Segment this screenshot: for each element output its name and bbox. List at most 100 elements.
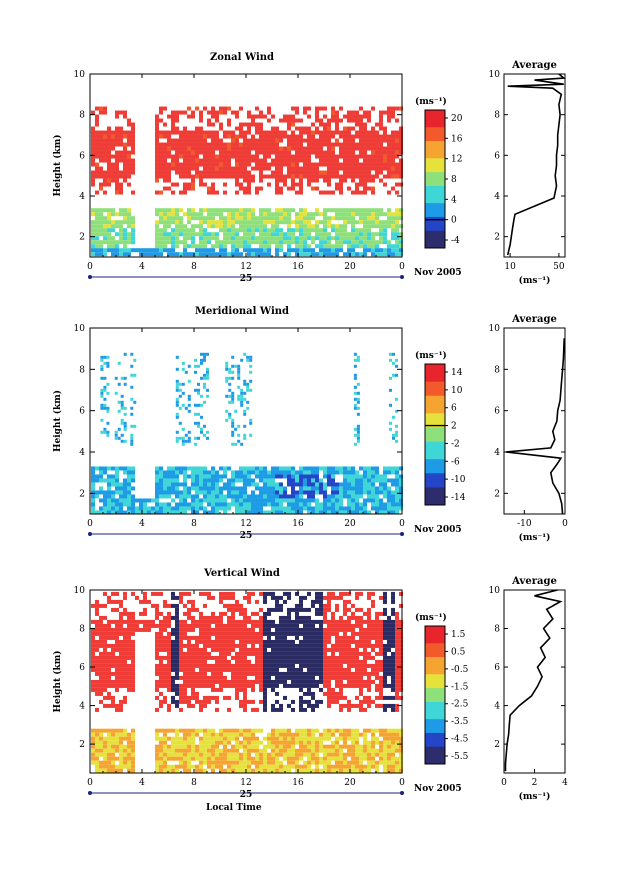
heatmap-cell (295, 248, 299, 252)
heatmap-cell (127, 143, 131, 147)
heatmap-cell (219, 216, 223, 220)
heatmap-cell (271, 668, 275, 672)
heatmap-cell (175, 131, 179, 135)
heatmap-cell (255, 224, 259, 228)
heatmap-cell (267, 640, 271, 644)
heatmap-cell (291, 486, 295, 490)
heatmap-cell (179, 757, 183, 761)
heatmap-cell (343, 208, 347, 212)
heatmap-cell (175, 155, 179, 159)
heatmap-cell (389, 353, 392, 356)
heatmap-cell (319, 592, 323, 596)
heatmap-cell (279, 616, 283, 620)
heatmap-cell (239, 506, 243, 510)
heatmap-cell (347, 143, 351, 147)
heatmap-cell (387, 147, 391, 151)
heatmap-cell (383, 248, 387, 252)
heatmap-cell (357, 428, 360, 431)
heatmap-cell (127, 632, 131, 636)
heatmap-cell (387, 155, 391, 159)
heatmap-cell (121, 434, 124, 437)
heatmap-cell (211, 486, 215, 490)
heatmap-cell (111, 632, 115, 636)
heatmap-cell (207, 131, 211, 135)
heatmap-cell (307, 737, 311, 741)
heatmap-cell (319, 700, 323, 704)
heatmap-cell (243, 224, 247, 228)
heatmap-cell (287, 616, 291, 620)
heatmap-cell (255, 220, 259, 224)
heatmap-cell (167, 502, 171, 506)
heatmap-cell (355, 482, 359, 486)
heatmap-cell (191, 131, 195, 135)
heatmap-cell (103, 155, 107, 159)
heatmap-cell (315, 111, 319, 115)
heatmap-cell (271, 506, 275, 510)
heatmap-cell (315, 664, 319, 668)
colorbar-segment (425, 189, 445, 193)
heatmap-cell (335, 240, 339, 244)
heatmap-cell (191, 644, 195, 648)
heatmap-cell (392, 353, 395, 356)
heatmap-cell (163, 478, 167, 482)
heatmap-cell (111, 761, 115, 765)
heatmap-cell (355, 244, 359, 248)
heatmap-cell (251, 466, 255, 470)
heatmap-cell (359, 244, 363, 248)
heatmap-cell (199, 616, 203, 620)
heatmap-cell (187, 680, 191, 684)
heatmap-cell (243, 167, 247, 171)
heatmap-cell (203, 769, 207, 773)
heatmap-cell (103, 672, 107, 676)
heatmap-cell (223, 159, 227, 163)
heatmap-cell (227, 490, 231, 494)
heatmap-cell (182, 362, 185, 365)
heatmap-cell (295, 151, 299, 155)
heatmap-cell (131, 220, 135, 224)
heatmap-cell (303, 147, 307, 151)
heatmap-cell (323, 236, 327, 240)
heatmap-cell (171, 700, 175, 704)
colorbar-segment (425, 172, 445, 176)
heatmap-cell (355, 163, 359, 167)
heatmap-cell (235, 139, 239, 143)
heatmap-cell (103, 407, 106, 410)
heatmap-cell (171, 680, 175, 684)
heatmap-cell (279, 482, 283, 486)
heatmap-cell (103, 490, 107, 494)
heatmap-cell (223, 236, 227, 240)
heatmap-cell (363, 135, 367, 139)
heatmap-cell (271, 737, 275, 741)
heatmap-cell (207, 729, 211, 733)
heatmap-cell (195, 151, 199, 155)
heatmap-cell (123, 111, 127, 115)
heatmap-cell (251, 175, 255, 179)
heatmap-cell (95, 733, 99, 737)
heatmap-cell (327, 692, 331, 696)
heatmap-cell (119, 676, 123, 680)
heatmap-cell (311, 163, 315, 167)
heatmap-cell (127, 167, 131, 171)
heatmap-cell (99, 224, 103, 228)
heatmap-cell (211, 208, 215, 212)
heatmap-cell (359, 183, 363, 187)
heatmap-cell (255, 664, 259, 668)
heatmap-cell (95, 151, 99, 155)
heatmap-cell (195, 163, 199, 167)
heatmap-cell (199, 704, 203, 708)
heatmap-cell (243, 425, 246, 428)
heatmap-cell (347, 139, 351, 143)
heatmap-cell (259, 151, 263, 155)
heatmap-cell (319, 761, 323, 765)
heatmap-cell (271, 159, 275, 163)
heatmap-cell (307, 224, 311, 228)
heatmap-cell (303, 608, 307, 612)
heatmap-cell (211, 163, 215, 167)
heatmap-cell (223, 171, 227, 175)
heatmap-cell (239, 175, 243, 179)
heatmap-cell (127, 494, 131, 498)
heatmap-cell (235, 652, 239, 656)
heatmap-cell (367, 143, 371, 147)
heatmap-cell (327, 648, 331, 652)
heatmap-cell (243, 696, 247, 700)
